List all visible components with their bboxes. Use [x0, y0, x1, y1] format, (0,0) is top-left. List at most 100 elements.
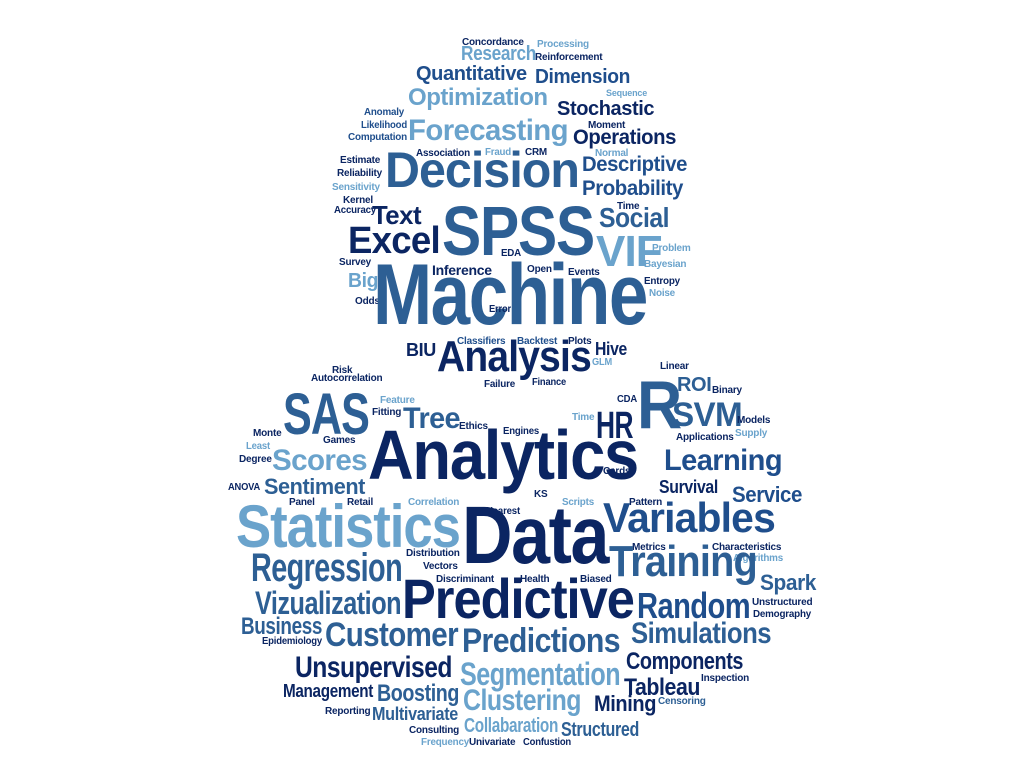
word-kernel: Kernel	[343, 195, 373, 206]
word-concordance: Concordance	[462, 37, 524, 48]
word-clustering: Clustering	[463, 684, 582, 717]
word-hive: Hive	[595, 339, 627, 359]
word-regression: Regression	[251, 546, 403, 590]
word-reliability: Reliability	[337, 168, 383, 179]
word-panel: Panel	[289, 497, 315, 508]
word-epidemiology: Epidemiology	[262, 636, 323, 647]
word-error: Error	[489, 304, 511, 315]
word-predictions: Predictions	[462, 622, 621, 660]
word-crm: CRM	[525, 147, 548, 158]
word-anomaly: Anomaly	[364, 107, 404, 118]
word-svm: SVM	[672, 396, 743, 434]
word-analytics: Analytics	[368, 416, 639, 494]
word-statistics: Statistics	[236, 493, 461, 560]
word-dimension: Dimension	[535, 66, 630, 88]
word-correlation: Correlation	[408, 497, 460, 508]
word-processing: Processing	[537, 39, 589, 50]
word-predictive: Predictive	[402, 567, 635, 630]
word-service: Service	[732, 482, 803, 507]
word-moment: Moment	[588, 120, 626, 131]
word-estimate: Estimate	[340, 155, 381, 166]
word-degree: Degree	[239, 454, 272, 465]
word-optimization: Optimization	[408, 84, 548, 111]
word-forecasting: Forecasting	[408, 114, 569, 147]
word-roi: ROI	[677, 374, 712, 396]
word-text: Text	[372, 200, 422, 230]
word-sensitivity: Sensitivity	[332, 182, 380, 193]
word-variables: Variables	[603, 494, 776, 541]
word-operations: Operations	[573, 126, 677, 149]
word-training: Training	[609, 537, 758, 586]
word-reporting: Reporting	[325, 706, 371, 717]
word-frequency: Frequency	[421, 737, 470, 748]
word-entropy: Entropy	[644, 276, 680, 287]
word-stochastic: Stochastic	[557, 98, 655, 120]
word-descriptive: Descriptive	[582, 153, 688, 176]
word-events: Events	[568, 267, 600, 278]
word-big: Big	[348, 270, 379, 292]
word-time: Time	[617, 201, 640, 212]
word-analysis: Analysis	[437, 332, 592, 381]
word-sequence: Sequence	[606, 88, 648, 98]
word-sentiment: Sentiment	[264, 474, 365, 499]
word-metrics: Metrics	[632, 542, 666, 553]
word-plots: Plots	[568, 336, 592, 347]
word-ks: KS	[534, 489, 548, 500]
word-research: Research	[461, 43, 536, 65]
word-management: Management	[283, 681, 374, 701]
word-supply: Supply	[735, 428, 768, 439]
word-classifiers: Classifiers	[457, 336, 506, 347]
word-decision: Decision	[385, 142, 580, 198]
word-risk: Risk	[332, 365, 353, 376]
word-censoring: Censoring	[658, 696, 706, 707]
word-time: Time	[572, 412, 595, 423]
word-learning: Learning	[664, 444, 783, 477]
word-tree: Tree	[403, 402, 461, 435]
word-normal: Normal	[595, 148, 629, 159]
word-characteristics: Characteristics	[712, 542, 782, 553]
word-algorithms: Algorithms	[733, 553, 784, 564]
word-association: Association	[416, 148, 470, 159]
word-feature: Feature	[380, 395, 415, 406]
word-ethics: Ethics	[459, 421, 488, 432]
word-binary: Binary	[712, 385, 742, 396]
word-unsupervised: Unsupervised	[295, 651, 452, 684]
word-finance: Finance	[532, 377, 566, 388]
word-computation: Computation	[348, 132, 407, 143]
word-biu: BIU	[406, 340, 436, 360]
word-anova: ANOVA	[228, 482, 261, 493]
word-confustion: Confustion	[523, 737, 572, 748]
word-noise: Noise	[649, 288, 675, 299]
word-models: Models	[737, 415, 771, 426]
word-spss: SPSS	[442, 192, 595, 270]
word-least: Least	[246, 441, 270, 452]
word-games: Games	[323, 435, 356, 446]
word-backtest: Backtest	[517, 336, 558, 347]
word-univariate: Univariate	[469, 737, 516, 748]
word-problem: Problem	[652, 243, 691, 254]
word-vectors: Vectors	[423, 561, 458, 572]
word-unstructured: Unstructured	[752, 597, 813, 608]
word-vif: VIF	[596, 227, 663, 276]
word-data: Data	[462, 490, 609, 581]
word-quantitative: Quantitative	[416, 63, 527, 85]
word-customer: Customer	[325, 616, 459, 654]
word-vizualization: Vizualization	[255, 585, 402, 621]
word-probability: Probability	[582, 177, 683, 200]
word-health: Health	[520, 574, 550, 585]
word-excel: Excel	[348, 220, 441, 262]
word-fraud: Fraud	[485, 147, 512, 158]
word-r: R	[637, 367, 682, 443]
word-nearest: Nearest	[486, 506, 520, 517]
word-inspection: Inspection	[701, 673, 750, 684]
word-monte: Monte	[253, 428, 282, 439]
word-business: Business	[241, 613, 322, 640]
word-random: Random	[637, 585, 751, 626]
word-pattern: Pattern	[629, 497, 663, 508]
word-retail: Retail	[347, 497, 374, 508]
word-accuracy: Accuracy	[334, 205, 377, 216]
word-cards: Cards	[603, 466, 631, 477]
word-eda: EDA	[501, 248, 522, 259]
word-failure: Failure	[484, 379, 516, 390]
